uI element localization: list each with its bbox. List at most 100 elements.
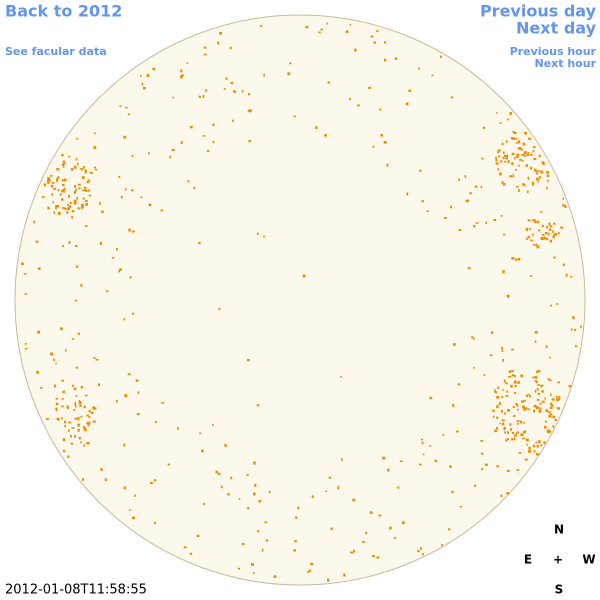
facula (68, 205, 72, 209)
facula (421, 200, 425, 203)
facula (519, 420, 523, 424)
facula (520, 374, 524, 378)
back-link[interactable]: Back to 2012 (5, 2, 122, 21)
facula (171, 148, 175, 152)
facula (77, 428, 80, 432)
facula (51, 193, 54, 196)
facula (450, 205, 452, 209)
facula (330, 527, 333, 531)
facula (66, 405, 69, 408)
facula (508, 375, 512, 378)
facula (55, 402, 59, 406)
facula (508, 370, 512, 373)
facula (502, 157, 505, 160)
facula (258, 500, 262, 503)
facula (76, 137, 79, 140)
facula (225, 77, 228, 80)
facula (516, 404, 519, 407)
facula (545, 409, 549, 413)
previous-day-link[interactable]: Previous day (480, 2, 597, 21)
facula (511, 374, 515, 377)
facula (501, 396, 504, 398)
facula (554, 419, 558, 421)
facula (55, 407, 58, 410)
facula (62, 438, 66, 442)
facula (506, 438, 509, 441)
facula (517, 147, 520, 150)
facula (67, 207, 71, 211)
facula (75, 395, 78, 397)
compass-east: E (524, 553, 532, 567)
facula (520, 148, 523, 151)
facula (517, 140, 521, 144)
facula (349, 23, 352, 26)
facula (56, 417, 59, 420)
facula (294, 540, 297, 543)
facula (47, 177, 51, 180)
facula (499, 422, 501, 425)
facula (376, 556, 380, 559)
facula (62, 449, 65, 453)
facula (458, 178, 460, 181)
facula (183, 546, 187, 549)
facula (539, 407, 542, 410)
facula (320, 28, 324, 31)
facula (503, 412, 507, 415)
facula (263, 235, 265, 238)
previous-hour-link[interactable]: Previous hour (510, 45, 597, 58)
facula (531, 181, 535, 185)
facula (74, 185, 77, 188)
facula (78, 401, 82, 404)
facula (79, 404, 82, 407)
facula (384, 58, 387, 62)
facula (542, 162, 545, 165)
facula (104, 478, 107, 482)
facula (73, 165, 76, 169)
facula (546, 174, 550, 177)
facula (506, 492, 510, 495)
facular-data-link[interactable]: See facular data (5, 45, 107, 58)
facula (201, 449, 204, 453)
facula (92, 420, 96, 423)
facula (62, 160, 66, 163)
facula (503, 154, 507, 158)
facula (504, 431, 506, 434)
facula (523, 399, 526, 402)
facula (254, 484, 257, 487)
facula (52, 201, 55, 204)
facula (327, 578, 330, 582)
facula (533, 158, 537, 160)
next-hour-link[interactable]: Next hour (535, 57, 597, 70)
facula (547, 431, 550, 434)
facula (507, 118, 509, 121)
facula (560, 226, 564, 229)
facula (520, 433, 524, 437)
compass-west: W (582, 553, 595, 567)
facula (532, 146, 536, 149)
facula (512, 415, 516, 417)
facula (450, 96, 454, 99)
facula (199, 432, 202, 435)
facula (124, 394, 127, 398)
facula (297, 506, 300, 510)
facula (505, 439, 508, 442)
facula (535, 243, 538, 246)
facula (537, 392, 540, 396)
facula (308, 569, 312, 572)
facula (480, 185, 483, 189)
facula (498, 155, 501, 158)
facula (119, 268, 122, 271)
facula (492, 415, 495, 418)
facula (61, 198, 63, 201)
facula (123, 486, 126, 490)
facula (495, 162, 499, 165)
facula (33, 220, 35, 224)
facula (506, 469, 510, 472)
facula (514, 375, 517, 378)
facula (386, 163, 389, 167)
facula (88, 189, 91, 192)
next-day-link[interactable]: Next day (516, 19, 597, 38)
facula (529, 395, 531, 398)
facula (62, 390, 66, 394)
facula (534, 331, 538, 334)
